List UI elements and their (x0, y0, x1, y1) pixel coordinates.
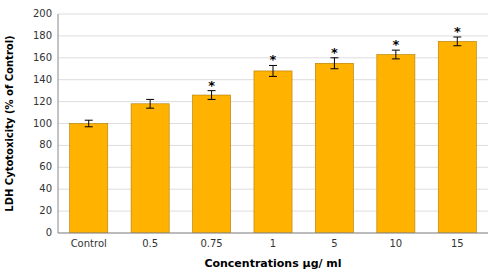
error-bar (146, 99, 154, 108)
error-bar-cap (85, 126, 93, 127)
x-tick-label: 0.75 (200, 238, 222, 249)
y-axis-line (58, 14, 59, 233)
grid-line (58, 233, 488, 234)
error-bar (85, 120, 93, 127)
x-tick-label: 1 (270, 238, 276, 249)
y-tick-label: 160 (33, 52, 52, 63)
x-tick-label: Control (71, 238, 107, 249)
grid-line (58, 35, 488, 36)
error-bar-cap (453, 45, 461, 46)
x-axis-line (58, 233, 488, 234)
y-axis-label: LDH Cytotoxicity (% of Control) (4, 35, 15, 211)
bar (254, 71, 292, 233)
chart-container: 0 20 40 60 80 100 120 140 160 180 200 * * * * * Control 0… (0, 0, 500, 275)
y-tick-label: 100 (33, 118, 52, 129)
significance-label: * (270, 52, 277, 67)
bar (315, 63, 353, 233)
y-tick-label: 80 (39, 139, 52, 150)
significance-label: * (331, 45, 338, 60)
bar (377, 55, 415, 233)
bar (70, 124, 108, 234)
error-bar-cap (392, 58, 400, 59)
bar (131, 104, 169, 233)
x-axis-label: Concentrations μg/ ml (204, 257, 341, 270)
error-bar-cap (146, 108, 154, 109)
significance-label: * (392, 37, 399, 52)
error-bar-cap (208, 99, 216, 100)
bar (438, 41, 476, 233)
y-tick-label: 200 (33, 8, 52, 19)
error-bar-cap (146, 99, 154, 100)
bar (193, 95, 231, 233)
significance-label: * (208, 78, 215, 93)
y-tick-label: 120 (33, 96, 52, 107)
x-tick-label: 10 (389, 238, 402, 249)
grid-line (58, 14, 488, 15)
error-bar-stem (88, 120, 89, 127)
x-tick-label: 15 (451, 238, 464, 249)
error-bar-stem (150, 99, 151, 108)
x-tick-label: 0.5 (142, 238, 158, 249)
error-bar-cap (269, 76, 277, 77)
plot-area (70, 37, 477, 233)
error-bar-cap (330, 68, 338, 69)
y-tick-label: 180 (33, 30, 52, 41)
y-tick-label: 40 (39, 183, 52, 194)
grid (58, 14, 488, 233)
y-tick-label: 0 (46, 227, 52, 238)
y-tick-label: 20 (39, 205, 52, 216)
significance-label: * (454, 24, 461, 39)
y-tick-label: 60 (39, 161, 52, 172)
chart: 0 20 40 60 80 100 120 140 160 180 200 * * * * * Control 0… (0, 0, 500, 275)
x-tick-label: 5 (331, 238, 337, 249)
error-bar-cap (85, 120, 93, 121)
y-tick-label: 140 (33, 74, 52, 85)
